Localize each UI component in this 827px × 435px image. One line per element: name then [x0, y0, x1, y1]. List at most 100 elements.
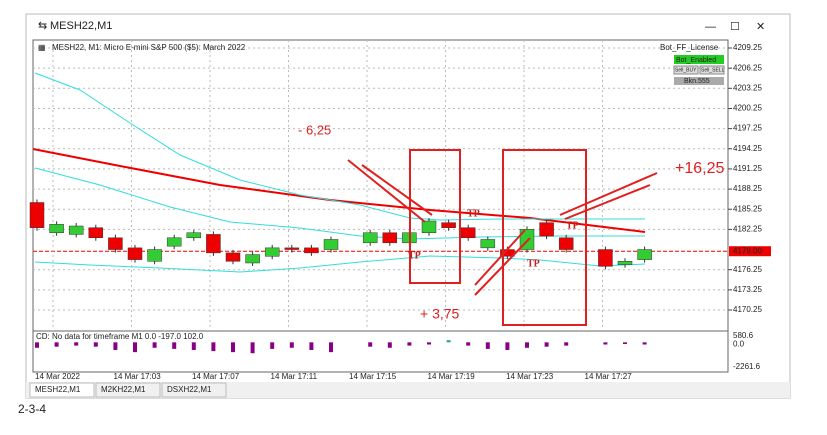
btn-bg[interactable] [674, 77, 724, 85]
volume-bar [191, 342, 196, 350]
candle [127, 247, 143, 260]
indicator-text: CD: No data for timeframe M1 0.0 -197.0 … [36, 332, 204, 341]
box [409, 149, 461, 284]
volume-bar [623, 342, 627, 344]
tab-label[interactable]: M2KH22,M1 [101, 385, 146, 394]
candle [558, 237, 574, 250]
time-label: 14 Mar 17:03 [114, 372, 162, 381]
volume-bar [113, 342, 118, 350]
price-label: 4173.25 [733, 285, 762, 294]
candle [88, 227, 104, 239]
time-label: 14 Mar 17:23 [506, 372, 554, 381]
volume-bar [289, 342, 294, 348]
candle [441, 222, 456, 228]
time-label: 14 Mar 17:07 [192, 372, 240, 381]
btn-enabled-bg[interactable] [674, 55, 724, 64]
volume-bar [564, 342, 569, 346]
tab[interactable] [95, 382, 161, 398]
price-label: 4209.25 [733, 43, 762, 52]
candle [421, 220, 437, 233]
candle [284, 247, 300, 250]
button[interactable]: Sell_BUY [675, 67, 697, 73]
price-label: 4185.25 [733, 204, 762, 213]
candle [304, 247, 319, 254]
price-label: 4191.25 [733, 164, 762, 173]
chart-header: MESH22, M1: Micro E-mini S&P 500 ($5): M… [52, 43, 246, 52]
indicator-label: 580.6 [733, 331, 754, 340]
volume-bar [427, 342, 431, 345]
button[interactable]: Sell_SELL [701, 67, 725, 73]
tp-label: TP [467, 208, 480, 219]
candle [68, 225, 84, 235]
volume-bar [446, 340, 451, 343]
volume-bar [407, 342, 412, 346]
price-label: 4182.25 [733, 224, 762, 233]
volume-bar [93, 342, 98, 347]
volume-bar [74, 342, 79, 346]
candle [225, 252, 241, 262]
tab-label[interactable]: MESH22,M1 [35, 385, 81, 394]
license: Bot_FF_License [660, 43, 719, 52]
candle [206, 234, 221, 254]
header-icon: ▦ [38, 43, 46, 52]
price-label: 4188.25 [733, 184, 762, 193]
indicator-label: -2261.6 [733, 362, 761, 371]
volume-bar [485, 342, 490, 349]
candle [362, 232, 378, 244]
candle [147, 249, 162, 262]
volume-bar [505, 342, 510, 350]
annotation: +16,25 [675, 160, 724, 177]
annotation: + 3,75 [420, 306, 460, 322]
indicator-label: 0.0 [733, 339, 745, 348]
candle [264, 247, 280, 257]
price-label: 4200.25 [733, 104, 762, 113]
current-price-label: 4179.00 [733, 246, 762, 255]
candle [460, 227, 476, 239]
icon: ⇆ [38, 20, 47, 32]
tab[interactable] [161, 382, 227, 398]
volume-bar [603, 342, 608, 345]
tab[interactable] [29, 382, 95, 398]
tab-label[interactable]: DSXH22,M1 [167, 385, 212, 394]
volume-bar [211, 342, 216, 352]
time-label: 14 Mar 2022 [35, 372, 80, 381]
candle [186, 232, 202, 239]
time-label: 14 Mar 17:27 [585, 372, 633, 381]
tp-label: TP [566, 220, 579, 231]
price-label: 4197.25 [733, 124, 762, 133]
button[interactable]: Bkn.555 [684, 78, 710, 85]
candle [245, 254, 260, 264]
tp-label: TP [527, 258, 540, 269]
time-label: 14 Mar 17:11 [271, 372, 318, 381]
candle [382, 232, 398, 244]
button[interactable]: Bot_Enabled [676, 57, 716, 64]
price-label: 4203.25 [733, 83, 762, 92]
volume-bar [642, 342, 647, 345]
candle [323, 239, 339, 250]
arrows [347, 159, 658, 296]
volume-bar [133, 342, 137, 353]
volume-bar [387, 342, 392, 348]
volume-bar [54, 342, 59, 347]
minimize[interactable]: — [705, 21, 716, 33]
tp-label: TP [408, 250, 421, 261]
candle [166, 237, 182, 247]
caption: 2-3-4 [18, 402, 46, 416]
btn-bg[interactable] [699, 65, 725, 75]
volume-bar [368, 342, 373, 347]
volume-bar [525, 342, 529, 348]
btn-bg[interactable] [673, 65, 699, 75]
close[interactable]: ✕ [756, 21, 765, 33]
band-upper [34, 72, 645, 221]
candle [29, 202, 45, 228]
volume-bar [250, 342, 255, 354]
time-label: 14 Mar 17:19 [428, 372, 476, 381]
band-lower [34, 255, 646, 273]
maximize[interactable]: ☐ [730, 21, 740, 33]
window-title: MESH22,M1 [50, 20, 112, 32]
volume-bar [231, 342, 235, 353]
volume-bar [466, 342, 471, 346]
price-label: 4170.25 [733, 305, 762, 314]
candle [539, 222, 554, 237]
